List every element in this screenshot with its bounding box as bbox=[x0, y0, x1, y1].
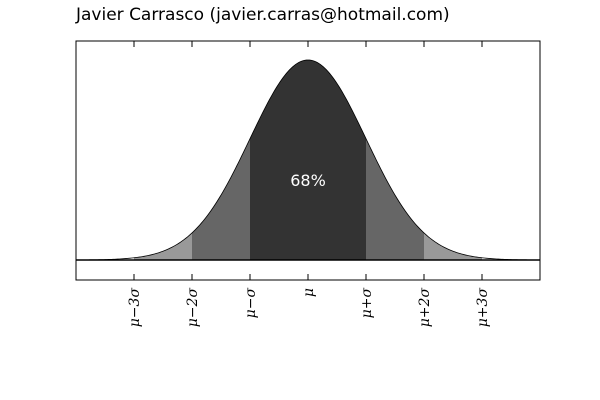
sigma-band-3 bbox=[250, 59, 366, 261]
x-tick-label-4: μ bbox=[301, 288, 317, 297]
x-tick-label-2: μ−2σ bbox=[185, 288, 201, 328]
x-tick-label-5: μ+σ bbox=[359, 288, 375, 319]
x-tick-label-6: μ+2σ bbox=[417, 288, 433, 328]
x-tick-group: μ−3σ μ−2σ μ−σ μ μ+σ μ+2σ μ+3σ bbox=[127, 41, 491, 327]
annotation-group: 68% bbox=[290, 171, 326, 190]
plot-frame bbox=[75, 40, 541, 281]
x-tick-label-1: μ−3σ bbox=[127, 288, 143, 328]
x-tick-label-3: μ−σ bbox=[243, 288, 259, 319]
band-group bbox=[134, 59, 482, 261]
curve-group bbox=[76, 59, 540, 261]
chart-title: Javier Carrasco (javier.carras@hotmail.c… bbox=[75, 5, 450, 25]
density-curve bbox=[76, 59, 540, 261]
percent-annotation: 68% bbox=[290, 171, 326, 190]
x-tick-label-7: μ+3σ bbox=[475, 288, 491, 328]
